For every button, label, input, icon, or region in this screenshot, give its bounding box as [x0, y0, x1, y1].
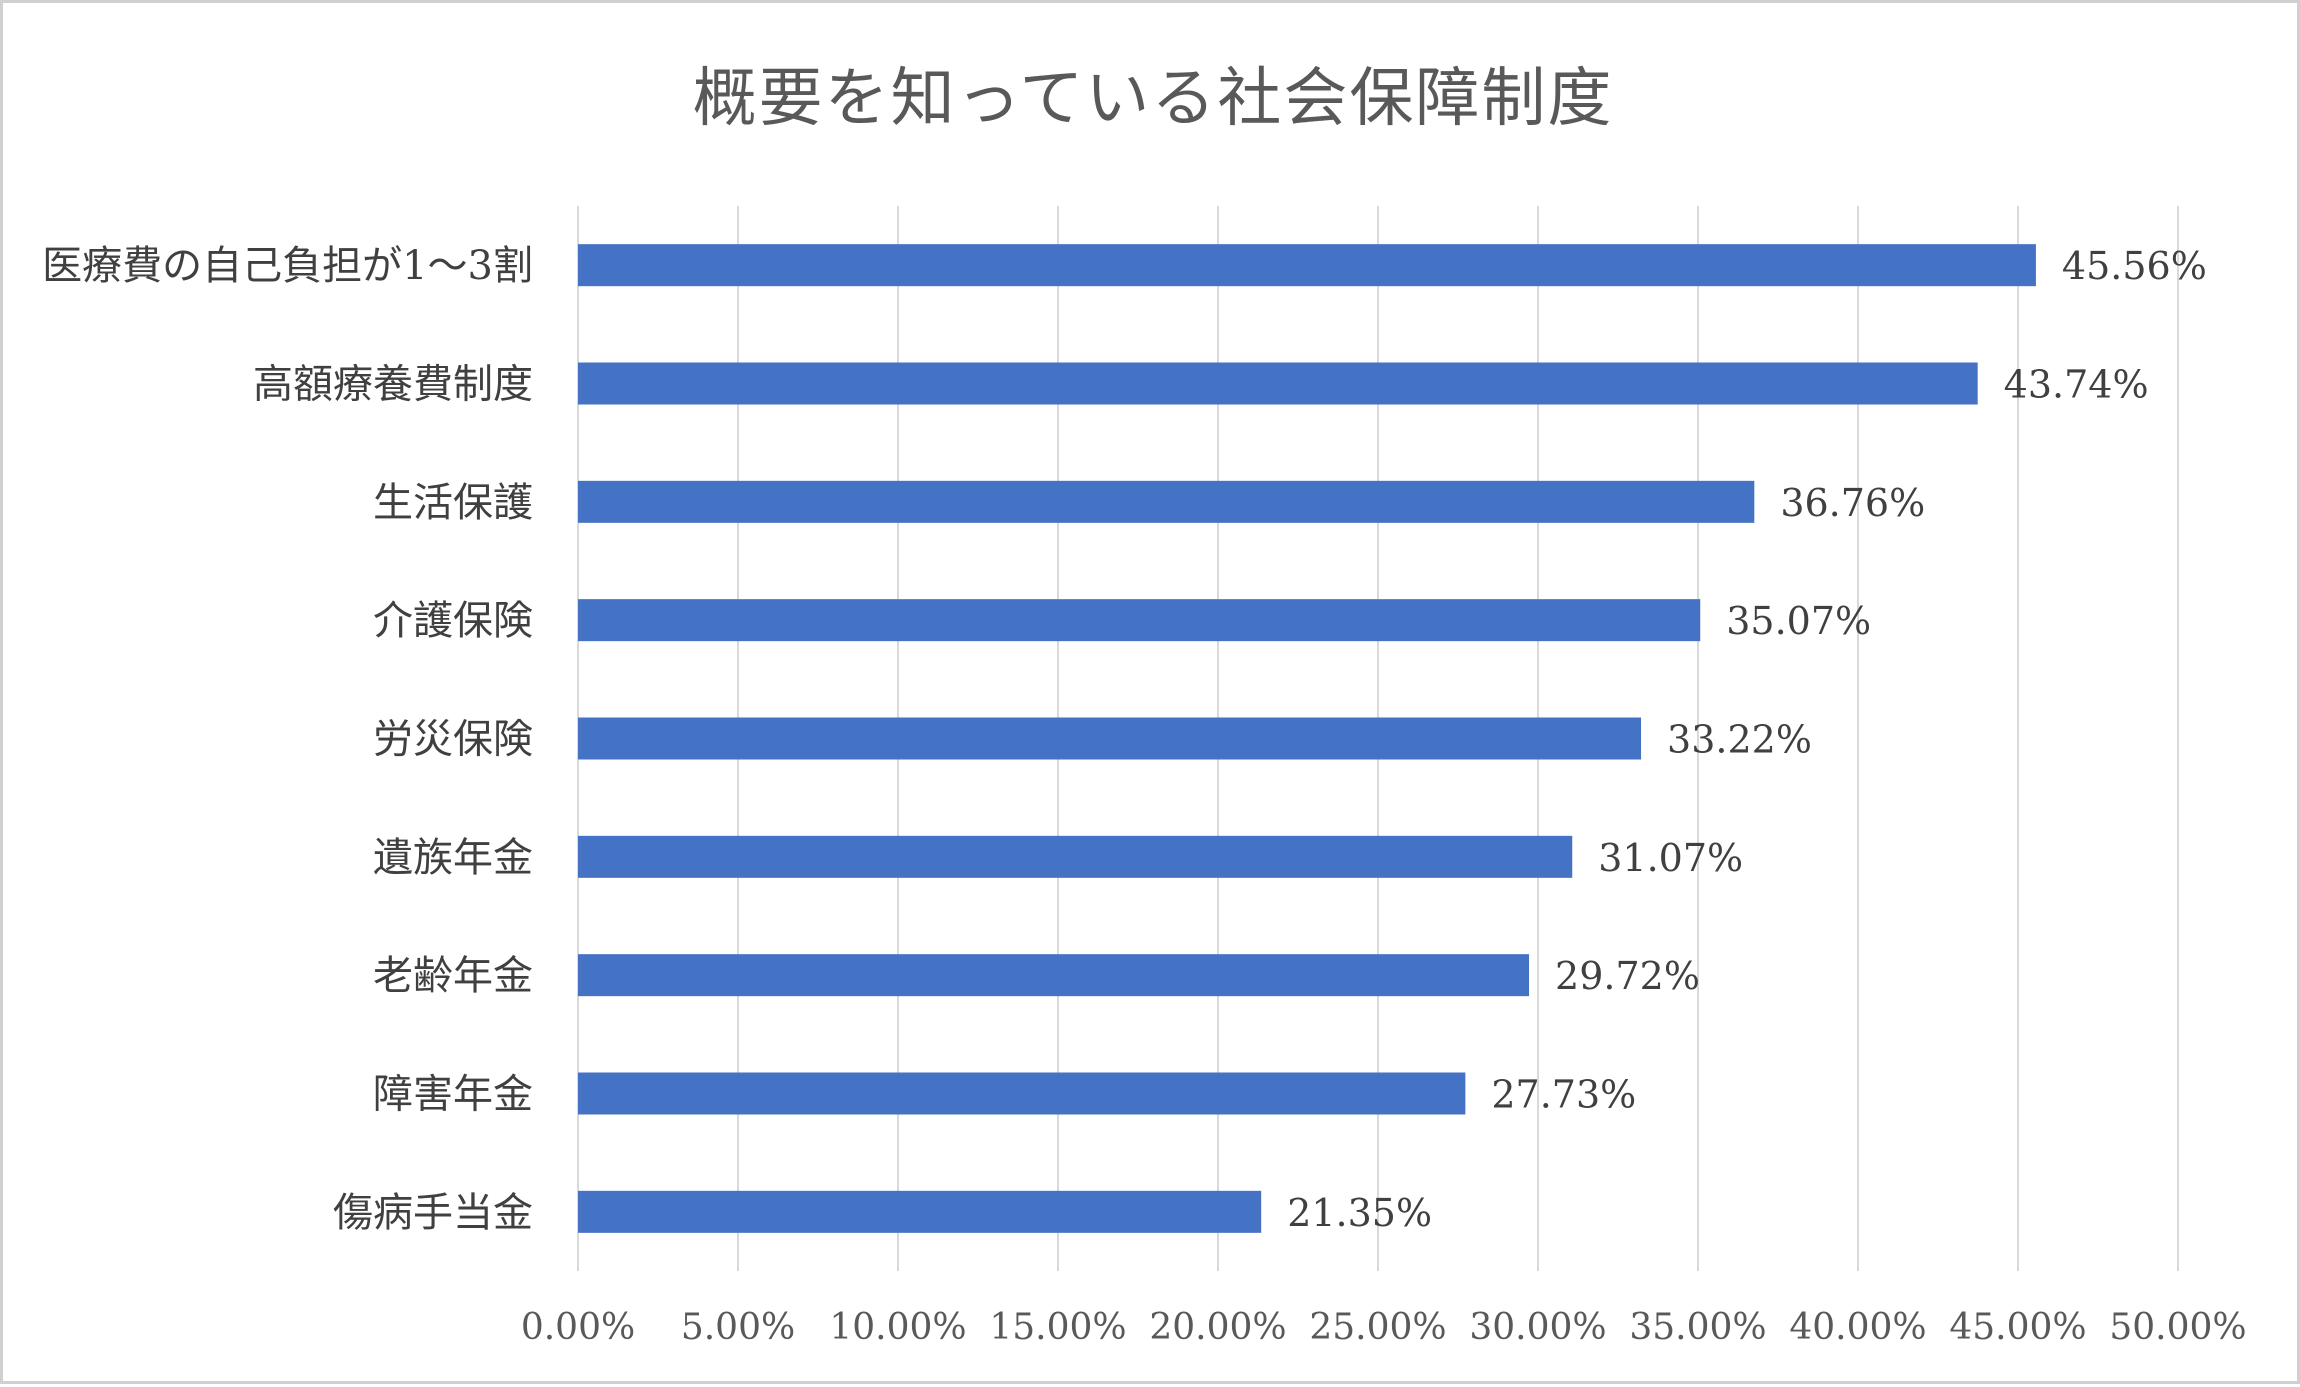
bars — [578, 244, 2036, 1233]
data-label: 45.56% — [2062, 244, 2207, 288]
category-label: 遺族年金 — [373, 835, 533, 881]
x-tick-label: 30.00% — [1469, 1307, 1606, 1348]
bar — [578, 1072, 1466, 1115]
bar — [578, 717, 1642, 760]
category-label: 生活保護 — [373, 480, 533, 526]
x-tick-label: 35.00% — [1629, 1307, 1766, 1348]
data-label: 33.22% — [1667, 718, 1812, 762]
category-label: 老齢年金 — [373, 953, 533, 999]
category-label: 介護保険 — [373, 598, 533, 644]
data-label: 21.35% — [1287, 1191, 1432, 1235]
bar-chart: 0.00% 5.00% 10.00% 15.00% 20.00% 25.00% 30.00%… — [42, 206, 2247, 1348]
x-tick-label: 50.00% — [2109, 1307, 2246, 1348]
bar — [578, 835, 1573, 878]
data-label: 31.07% — [1598, 836, 1743, 880]
chart-title: 概要を知っている社会保障制度 — [692, 62, 1614, 136]
x-tick-label: 45.00% — [1949, 1307, 2086, 1348]
bar — [578, 244, 2036, 287]
bar — [578, 1190, 1262, 1233]
x-tick-label: 5.00% — [681, 1307, 795, 1348]
x-tick-label: 20.00% — [1149, 1307, 1286, 1348]
x-tick-label: 25.00% — [1309, 1307, 1446, 1348]
category-label: 労災保険 — [373, 717, 533, 763]
x-tick-label: 15.00% — [989, 1307, 1126, 1348]
data-label: 35.07% — [1726, 599, 1871, 643]
data-label: 29.72% — [1555, 954, 1700, 998]
x-tick-label: 0.00% — [521, 1307, 635, 1348]
category-label: 医療費の自己負担が1～3割 — [42, 243, 533, 289]
bar — [578, 954, 1530, 997]
data-label: 27.73% — [1491, 1073, 1636, 1117]
bar — [578, 480, 1755, 523]
x-tick-label: 10.00% — [829, 1307, 966, 1348]
bar — [578, 362, 1978, 405]
bar — [578, 599, 1701, 642]
labels: 0.00% 5.00% 10.00% 15.00% 20.00% 25.00% 30.00%… — [42, 243, 2247, 1348]
x-tick-label: 40.00% — [1789, 1307, 1926, 1348]
category-label: 障害年金 — [373, 1072, 533, 1118]
category-label: 傷病手当金 — [333, 1190, 533, 1236]
category-label: 高額療養費制度 — [253, 362, 533, 408]
data-label: 43.74% — [2004, 363, 2149, 407]
data-label: 36.76% — [1780, 481, 1925, 525]
